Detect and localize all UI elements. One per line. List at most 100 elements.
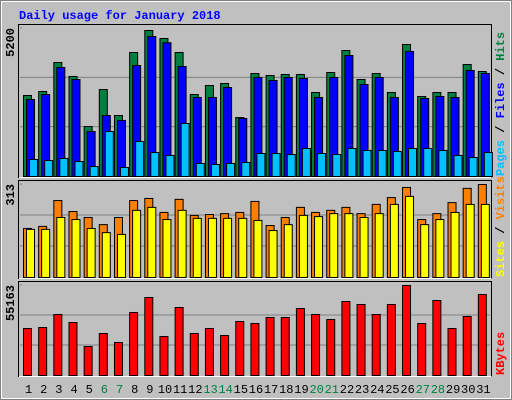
bar bbox=[56, 216, 66, 279]
bar bbox=[89, 166, 99, 177]
bar bbox=[192, 217, 202, 279]
x-tick-label: 3 bbox=[55, 383, 62, 397]
bar bbox=[480, 203, 490, 278]
bar bbox=[423, 147, 433, 178]
bar bbox=[238, 217, 248, 279]
bar bbox=[438, 149, 448, 178]
x-tick-label: 6 bbox=[101, 383, 108, 397]
x-tick-label: 14 bbox=[218, 383, 232, 397]
bar bbox=[265, 316, 275, 377]
bar bbox=[113, 341, 123, 377]
bar bbox=[405, 195, 415, 278]
x-tick-label: 7 bbox=[116, 383, 123, 397]
y-tick-label: 55163 bbox=[4, 285, 18, 321]
bar bbox=[329, 213, 339, 278]
bar bbox=[119, 167, 129, 177]
bar bbox=[295, 307, 305, 376]
bar bbox=[420, 224, 430, 278]
bar bbox=[326, 318, 336, 376]
bar bbox=[86, 227, 96, 278]
legend-entry: Visits bbox=[494, 176, 508, 219]
legend: KBytes bbox=[494, 332, 508, 375]
bar bbox=[280, 316, 290, 377]
legend-separator: / bbox=[494, 219, 508, 241]
bar bbox=[223, 217, 233, 279]
x-tick-label: 26 bbox=[400, 383, 414, 397]
bar bbox=[53, 313, 63, 376]
x-tick-label: 16 bbox=[249, 383, 263, 397]
bar bbox=[189, 332, 199, 376]
bar bbox=[317, 153, 327, 178]
bar bbox=[362, 149, 372, 178]
bar bbox=[462, 315, 472, 377]
bar bbox=[389, 203, 399, 278]
bar bbox=[468, 156, 478, 177]
bar bbox=[253, 219, 263, 278]
legend: Pages / Files / Hits bbox=[494, 32, 508, 176]
bar bbox=[359, 216, 369, 279]
bar bbox=[207, 217, 217, 279]
bar bbox=[226, 162, 236, 177]
y-tick-label: 313 bbox=[4, 184, 18, 206]
bar bbox=[271, 153, 281, 178]
bar bbox=[101, 232, 111, 278]
x-tick-label: 2 bbox=[40, 383, 47, 397]
x-tick-label: 8 bbox=[131, 383, 138, 397]
x-tick-label: 30 bbox=[461, 383, 475, 397]
bar bbox=[332, 153, 342, 178]
bar bbox=[44, 160, 54, 177]
bar bbox=[147, 206, 157, 279]
x-tick-label: 1 bbox=[25, 383, 32, 397]
bar bbox=[283, 224, 293, 278]
bar bbox=[180, 123, 190, 177]
legend-separator: / bbox=[494, 118, 508, 140]
bar bbox=[344, 213, 354, 278]
bar bbox=[241, 161, 251, 177]
legend-entry: KBytes bbox=[494, 332, 508, 375]
bar bbox=[162, 219, 172, 278]
x-tick-label: 15 bbox=[234, 383, 248, 397]
x-tick-label: 21 bbox=[325, 383, 339, 397]
bar bbox=[447, 327, 457, 377]
x-tick-label: 18 bbox=[279, 383, 293, 397]
bar bbox=[477, 293, 487, 376]
bar bbox=[98, 332, 108, 376]
bar bbox=[26, 228, 35, 278]
bar bbox=[68, 321, 78, 377]
legend: Sites / Visits bbox=[494, 176, 508, 277]
bar bbox=[29, 159, 38, 178]
x-tick-label: 23 bbox=[355, 383, 369, 397]
bar bbox=[311, 313, 321, 376]
bar bbox=[386, 303, 396, 377]
bar bbox=[256, 153, 266, 178]
legend-entry: Files bbox=[494, 82, 508, 118]
bar bbox=[453, 154, 463, 178]
x-tick-label: 28 bbox=[431, 383, 445, 397]
legend-entry: Hits bbox=[494, 32, 508, 61]
bar bbox=[132, 209, 142, 278]
bar bbox=[432, 299, 442, 376]
x-tick-label: 10 bbox=[158, 383, 172, 397]
x-tick-label: 17 bbox=[264, 383, 278, 397]
bar bbox=[174, 306, 184, 376]
x-tick-label: 12 bbox=[188, 383, 202, 397]
bar bbox=[159, 335, 169, 377]
bar bbox=[450, 211, 460, 279]
x-tick-label: 20 bbox=[309, 383, 323, 397]
bar bbox=[268, 230, 278, 278]
x-tick-label: 22 bbox=[340, 383, 354, 397]
bar bbox=[177, 209, 187, 278]
bar bbox=[210, 163, 220, 177]
bar bbox=[392, 150, 402, 178]
bar bbox=[298, 214, 308, 278]
bar bbox=[465, 203, 475, 278]
x-tick-label: 5 bbox=[86, 383, 93, 397]
bar bbox=[314, 216, 324, 279]
x-tick-label: 13 bbox=[203, 383, 217, 397]
bar bbox=[129, 311, 139, 376]
legend-separator: / bbox=[494, 61, 508, 83]
x-tick-label: 19 bbox=[294, 383, 308, 397]
bar bbox=[374, 213, 384, 278]
x-tick-label: 11 bbox=[173, 383, 187, 397]
